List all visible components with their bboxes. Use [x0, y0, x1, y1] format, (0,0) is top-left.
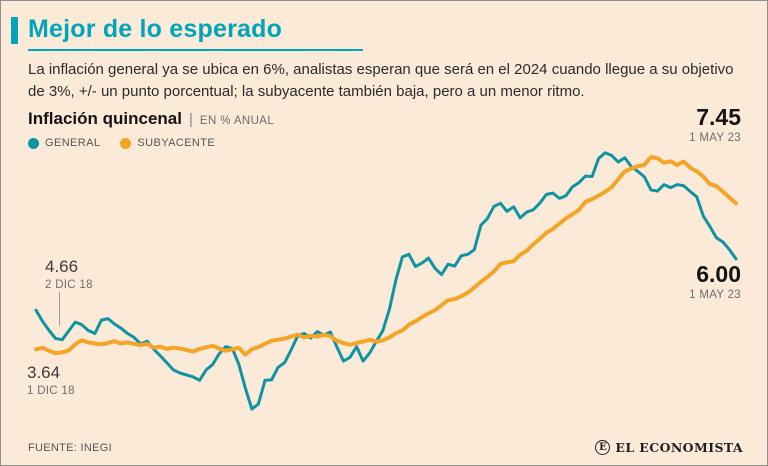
general-dot-icon — [28, 137, 39, 149]
legend-item-subyacente: SUBYACENTE — [120, 137, 215, 149]
header: Mejor de lo esperado — [11, 14, 282, 44]
page-title: Mejor de lo esperado — [28, 15, 283, 43]
annotation-general-end: 6.00 1 MAY 23 — [689, 261, 741, 302]
annotation-date: 1 MAY 23 — [689, 132, 741, 145]
annotation-subyacente-end: 7.45 1 MAY 23 — [689, 104, 741, 145]
annotation-value: 4.66 — [45, 257, 79, 276]
annotation-subyacente-start: 3.64 1 DIC 18 — [27, 363, 75, 397]
legend: GENERAL SUBYACENTE — [28, 137, 215, 149]
legend-item-general: GENERAL — [28, 137, 100, 149]
annotation-date: 1 DIC 18 — [27, 384, 75, 397]
title-accent-bar — [11, 17, 18, 44]
title-underline — [28, 49, 363, 51]
subyacente-dot-icon — [120, 137, 132, 149]
annotation-date: 1 MAY 23 — [689, 289, 741, 302]
series-line-general — [34, 151, 738, 411]
description-text: La inflación general ya se ubica en 6%, … — [28, 61, 734, 100]
annotation-value: 7.45 — [696, 104, 741, 130]
el-economista-icon: E — [595, 440, 611, 455]
chart-heading: Inflación quincenal | EN % ANUAL — [28, 109, 274, 129]
annotation-value: 3.64 — [27, 363, 61, 382]
annotation-general-start: 4.66 2 DIC 18 — [45, 257, 93, 291]
chart-title: Inflación quincenal — [28, 109, 182, 128]
annotation-date: 2 DIC 18 — [45, 278, 93, 291]
annotation-leader-line — [59, 292, 60, 326]
annotation-value: 6.00 — [696, 261, 741, 287]
chart-title-separator: | — [188, 111, 193, 128]
legend-label-subyacente: SUBYACENTE — [137, 137, 216, 149]
legend-label-general: GENERAL — [45, 137, 101, 149]
series-line-subyacente — [34, 155, 738, 357]
inflation-chart-svg — [34, 151, 738, 411]
brand-name: EL ECONOMISTA — [615, 440, 743, 455]
brand-logo: E EL ECONOMISTA — [595, 440, 743, 455]
source-text: FUENTE: INEGI — [28, 442, 112, 454]
chart-unit-label: EN % ANUAL — [199, 115, 275, 127]
